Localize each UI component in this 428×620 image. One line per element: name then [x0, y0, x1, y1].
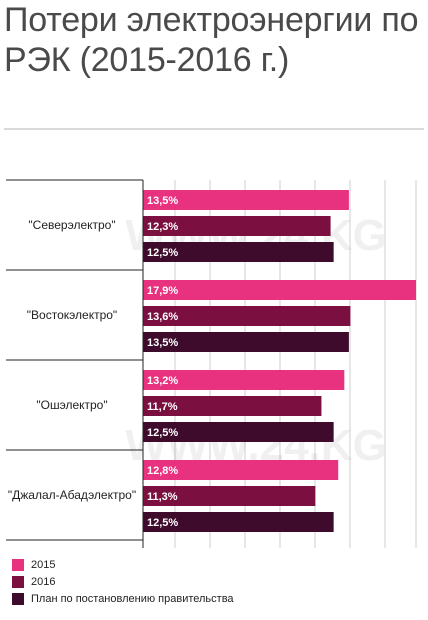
category-label: "Востокэлектро"	[27, 308, 117, 322]
title-divider	[4, 128, 424, 130]
bar	[143, 396, 322, 416]
legend-item-2016: 2016	[12, 573, 234, 590]
bar	[143, 422, 334, 442]
bar	[143, 242, 334, 262]
data-label: 11,3%	[147, 491, 178, 503]
bar-chart: WWW.24.KGWWW.24.KG13,5%12,3%12,5%"Северэ…	[6, 179, 417, 548]
data-label: 11,7%	[147, 401, 178, 413]
bar	[143, 216, 331, 236]
data-label: 17,9%	[147, 285, 178, 297]
legend-label-2016: 2016	[31, 575, 56, 588]
data-label: 12,3%	[147, 221, 178, 233]
bar	[143, 486, 316, 506]
bar	[143, 460, 339, 480]
bar	[143, 280, 416, 300]
legend-label-plan: План по постановлению правительства	[31, 592, 234, 605]
data-label: 13,5%	[147, 337, 178, 349]
bar	[143, 512, 334, 532]
data-label: 12,5%	[147, 247, 178, 259]
legend-label-2015: 2015	[31, 558, 56, 571]
category-label: "Ошэлектро"	[36, 398, 107, 412]
data-label: 13,6%	[147, 311, 178, 323]
legend-swatch-2015	[12, 558, 24, 571]
bar	[143, 332, 349, 352]
bar	[143, 306, 351, 326]
legend-item-2015: 2015	[12, 556, 234, 573]
data-label: 13,5%	[147, 195, 178, 207]
category-label: "Северэлектро"	[28, 218, 115, 232]
bar	[143, 190, 349, 210]
category-label: "Джалал-Абадэлектро"	[8, 488, 136, 502]
data-label: 12,5%	[147, 517, 178, 529]
bar	[143, 370, 345, 390]
data-label: 12,5%	[147, 427, 178, 439]
legend-swatch-2016	[12, 575, 24, 588]
data-label: 13,2%	[147, 375, 178, 387]
chart-title: Потери электроэнергии по РЭК (2015-2016 …	[4, 1, 419, 79]
data-label: 12,8%	[147, 465, 178, 477]
legend-swatch-plan	[12, 592, 24, 605]
legend: 2015 2016 План по постановлению правител…	[12, 556, 234, 607]
legend-item-plan: План по постановлению правительства	[12, 590, 234, 607]
